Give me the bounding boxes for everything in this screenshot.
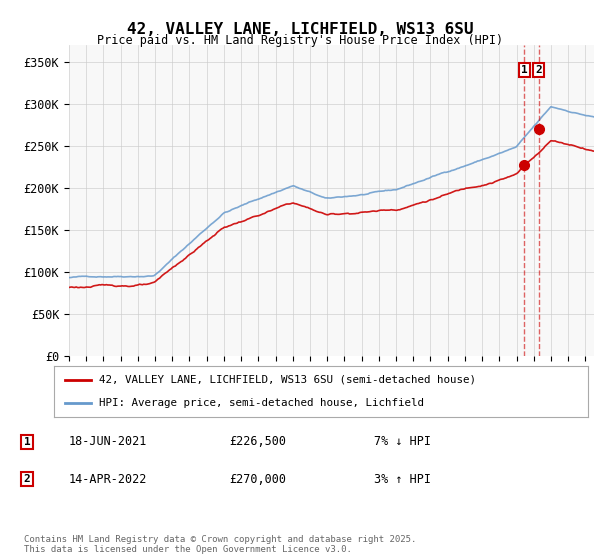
Text: 3% ↑ HPI: 3% ↑ HPI	[373, 473, 431, 486]
Text: 42, VALLEY LANE, LICHFIELD, WS13 6SU (semi-detached house): 42, VALLEY LANE, LICHFIELD, WS13 6SU (se…	[100, 375, 476, 385]
Text: Contains HM Land Registry data © Crown copyright and database right 2025.
This d: Contains HM Land Registry data © Crown c…	[24, 535, 416, 554]
Text: 7% ↓ HPI: 7% ↓ HPI	[373, 435, 431, 449]
Text: Price paid vs. HM Land Registry's House Price Index (HPI): Price paid vs. HM Land Registry's House …	[97, 34, 503, 46]
Text: HPI: Average price, semi-detached house, Lichfield: HPI: Average price, semi-detached house,…	[100, 398, 424, 408]
Text: 2: 2	[535, 65, 542, 75]
Text: 18-JUN-2021: 18-JUN-2021	[69, 435, 147, 449]
Text: 42, VALLEY LANE, LICHFIELD, WS13 6SU: 42, VALLEY LANE, LICHFIELD, WS13 6SU	[127, 22, 473, 38]
Text: £226,500: £226,500	[229, 435, 287, 449]
Text: 14-APR-2022: 14-APR-2022	[69, 473, 147, 486]
Text: 1: 1	[23, 437, 31, 447]
Text: 2: 2	[23, 474, 31, 484]
Text: 1: 1	[521, 65, 528, 75]
Text: £270,000: £270,000	[229, 473, 287, 486]
